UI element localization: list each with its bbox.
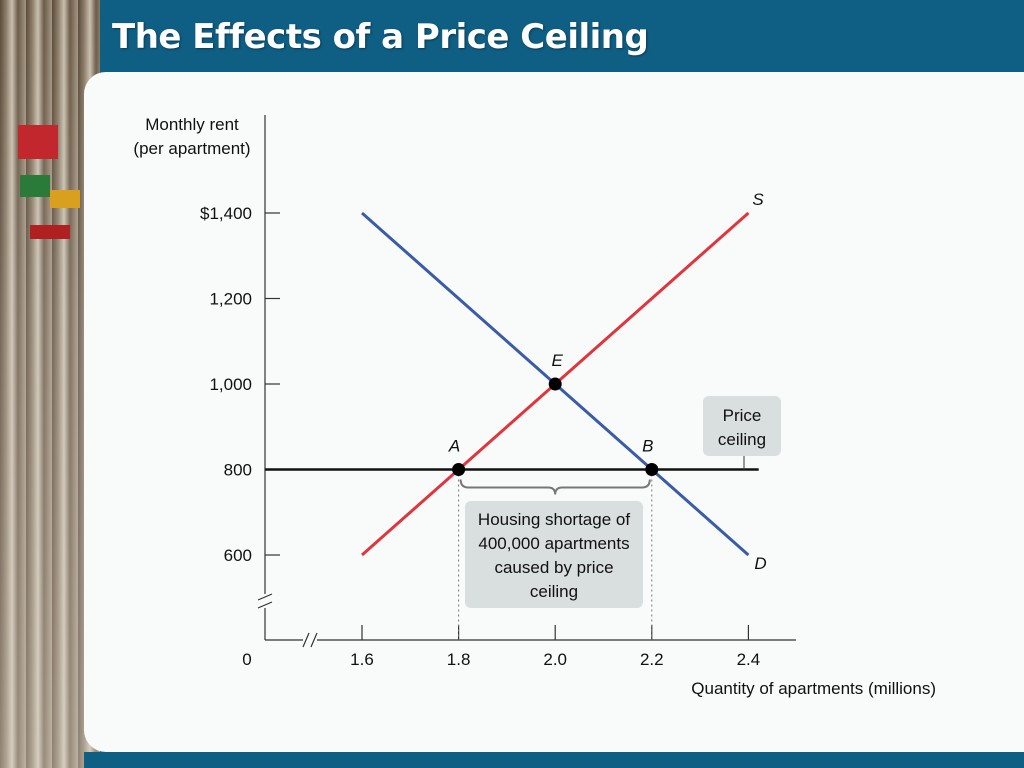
photo-sign [18,125,58,159]
x-tick-label: 2.0 [543,650,567,669]
y-tick-label: 1,000 [209,375,252,394]
y-tick-label: 600 [224,546,252,565]
demand-label: D [754,554,766,573]
y-tick-label: 800 [224,461,252,480]
y-tick-label: $1,400 [200,204,252,223]
x-tick-label: 2.4 [737,650,761,669]
shortage-box [465,501,643,608]
shortage-label-line4: ceiling [530,582,578,601]
x-axis-label: Quantity of apartments (millions) [691,679,936,698]
price-ceiling-box [703,396,781,456]
x-tick-label: 1.6 [350,650,374,669]
chart-points: A B E [448,351,659,476]
y-axis-label-line2: (per apartment) [133,139,250,158]
photo-sign [20,175,50,197]
point-label-b: B [642,437,653,456]
background-photo [0,0,100,768]
y-axis-break [257,593,273,609]
x-ticks: 1.6 1.8 2.0 2.2 2.4 [350,625,760,669]
shortage-brace [459,479,651,495]
shortage-label-line1: Housing shortage of [478,510,630,529]
photo-sign [30,225,70,239]
shortage-label-line2: 400,000 apartments [478,534,629,553]
slide-title: The Effects of a Price Ceiling [112,17,649,57]
price-ceiling-label-line2: ceiling [718,430,766,449]
x-tick-label: 2.2 [640,650,664,669]
point-a [452,463,466,476]
y-ticks: 600 800 1,000 1,200 $1,400 [200,204,280,565]
bottom-band [84,752,1024,768]
point-label-a: A [448,437,460,456]
x-axis-break [302,632,318,648]
y-tick-label: 1,200 [209,290,252,309]
x-tick-label: 1.8 [447,650,471,669]
shortage-label-line3: caused by price [494,558,613,577]
supply-label: S [752,190,764,209]
point-e [548,377,562,391]
point-label-e: E [552,351,564,370]
origin-label: 0 [242,650,251,669]
price-ceiling-label-line1: Price [723,406,762,425]
point-b [645,463,659,476]
y-axis-label-line1: Monthly rent [145,115,239,134]
content-panel [84,72,1024,752]
photo-sign [50,190,80,208]
